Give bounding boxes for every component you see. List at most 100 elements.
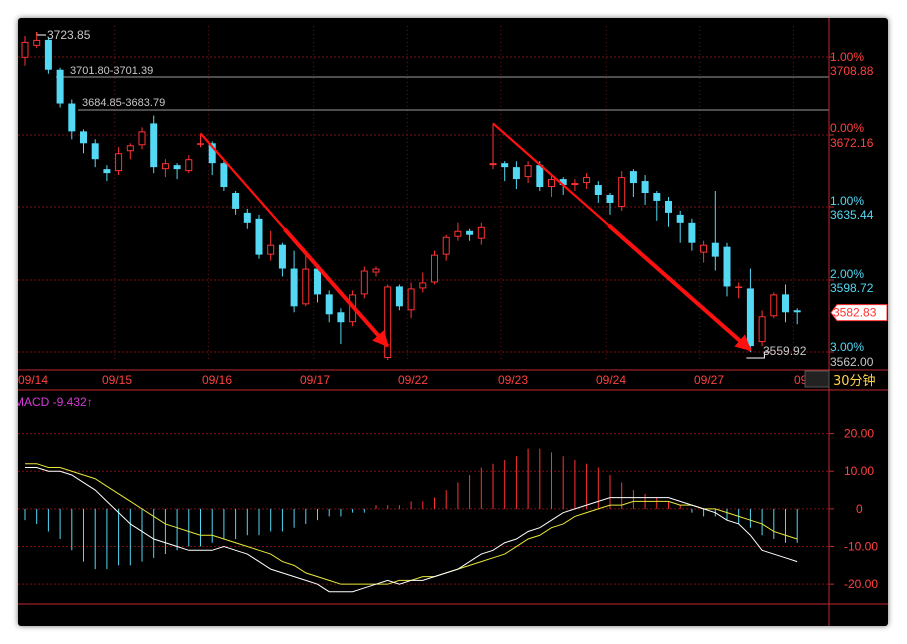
- candle: [571, 179, 579, 192]
- candle-body: [489, 163, 497, 166]
- candle: [665, 196, 672, 227]
- macd-tick-label: 0: [856, 502, 863, 516]
- dea-line: [25, 463, 798, 585]
- candle: [431, 250, 438, 285]
- candle-body: [606, 194, 614, 203]
- current-price-label: 3582.83: [833, 306, 877, 320]
- candle: [267, 230, 275, 261]
- period-box: [804, 370, 830, 388]
- price-tick-label: 3708.88: [830, 64, 874, 78]
- candle: [594, 181, 602, 203]
- candle-body: [536, 165, 544, 188]
- candle-body: [302, 268, 310, 305]
- candle-body: [103, 169, 111, 174]
- candle: [161, 159, 169, 178]
- axis-labels: 1.00% 0.00% 1.00% 2.00% 3.00% 3708.88 3672.16 3…: [18, 50, 888, 591]
- candle-body: [197, 143, 204, 145]
- candle: [676, 210, 684, 243]
- candle-body: [548, 179, 555, 188]
- candle: [629, 169, 637, 197]
- candle: [44, 37, 52, 74]
- candles: [21, 31, 801, 360]
- candle: [220, 159, 228, 192]
- price-level-lines: 3701.80-3701.39 3684.85-3683.79 3723.85 355…: [36, 28, 829, 359]
- candle: [477, 222, 485, 245]
- candle: [466, 228, 474, 241]
- candle: [512, 161, 520, 190]
- candle-body: [360, 270, 368, 295]
- candle-body: [700, 244, 708, 253]
- macd-tick-label: 20.00: [844, 427, 874, 441]
- candle-body: [372, 268, 380, 273]
- trend-arrows: [199, 122, 752, 352]
- candle-body: [395, 286, 403, 307]
- candle: [641, 175, 649, 205]
- candle: [185, 155, 193, 174]
- candle-body: [571, 183, 579, 186]
- candle: [524, 161, 532, 184]
- candle: [337, 308, 345, 345]
- candle: [489, 123, 497, 170]
- candle: [290, 250, 298, 313]
- date-label: 09/24: [596, 373, 626, 387]
- candle: [115, 147, 123, 176]
- candle-body: [583, 177, 591, 184]
- macd-panel: [18, 433, 829, 593]
- candle: [606, 193, 614, 215]
- candle-body: [138, 131, 146, 146]
- price-tick-label: 3672.16: [830, 136, 874, 150]
- candle-body: [384, 286, 392, 359]
- candle: [243, 208, 251, 229]
- candle-body: [325, 294, 333, 315]
- candle-body: [512, 167, 520, 180]
- candle: [80, 129, 87, 154]
- candle: [723, 242, 731, 297]
- candle-body: [758, 316, 766, 343]
- candle-body: [688, 222, 696, 243]
- price-tick-label: 3598.72: [830, 281, 874, 295]
- candle: [255, 214, 263, 259]
- candle: [278, 242, 286, 277]
- candle-body: [173, 165, 181, 170]
- candle-body: [454, 230, 462, 237]
- candle-body: [407, 288, 415, 311]
- candle: [711, 191, 719, 271]
- percent-label: 2.00%: [830, 267, 864, 281]
- candle: [618, 171, 626, 211]
- candle-body: [220, 163, 228, 188]
- candle: [33, 31, 41, 48]
- stock-chart: 3701.80-3701.39 3684.85-3683.79 3723.85 355…: [18, 18, 888, 626]
- candle-body: [793, 310, 801, 313]
- price-tick-label: 3562.00: [830, 355, 874, 369]
- candle: [314, 266, 321, 303]
- candle-body: [68, 103, 76, 132]
- candle: [103, 165, 111, 182]
- candle-body: [770, 294, 778, 317]
- candle-body: [735, 286, 743, 288]
- candle-body: [115, 153, 123, 172]
- percent-label: 1.00%: [830, 194, 864, 208]
- candle: [232, 191, 240, 215]
- candle: [360, 266, 368, 299]
- level-2-label: 3684.85-3683.79: [82, 97, 165, 109]
- date-label: 09/16: [202, 373, 232, 387]
- candle: [68, 99, 76, 140]
- candle-body: [150, 123, 158, 168]
- candle: [384, 284, 392, 360]
- candle-body: [524, 165, 532, 178]
- candle-body: [80, 131, 87, 144]
- candle: [583, 173, 591, 190]
- dif-line: [25, 466, 798, 593]
- candle: [454, 222, 462, 241]
- candle-body: [466, 230, 474, 235]
- candle-body: [290, 268, 298, 307]
- macd-tick-label: 10.00: [844, 464, 874, 478]
- candle: [138, 127, 146, 150]
- low-label: 3559.92: [763, 344, 807, 358]
- candle-body: [419, 282, 427, 289]
- candle: [782, 284, 789, 323]
- candle: [372, 266, 380, 277]
- trend-arrow: [283, 227, 390, 348]
- candle-body: [782, 294, 789, 313]
- candle-body: [243, 212, 251, 223]
